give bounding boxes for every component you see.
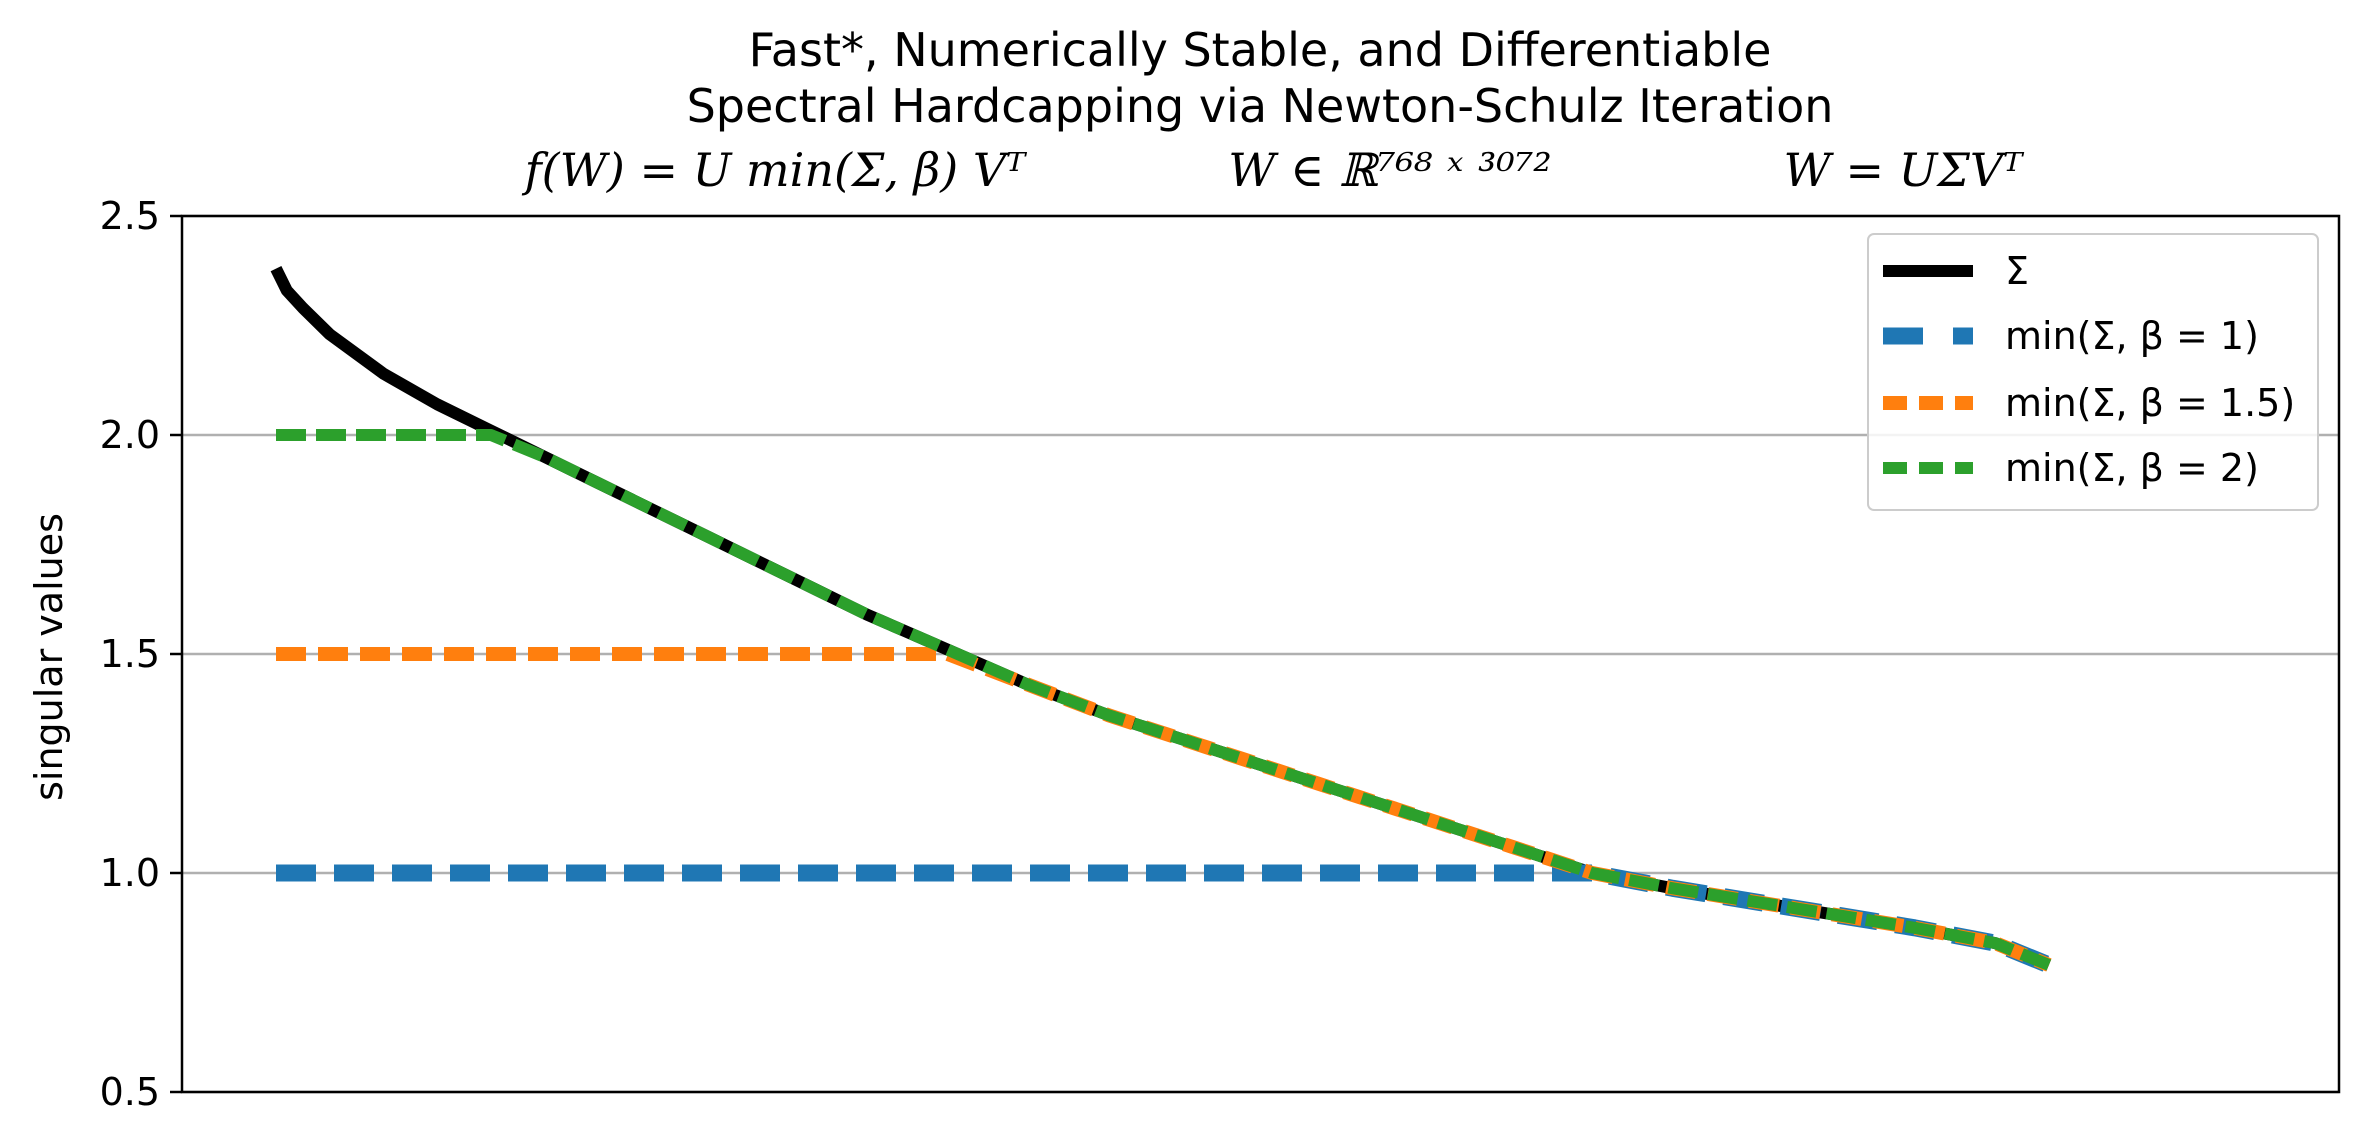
legend-label-0: Σ bbox=[2005, 249, 2029, 293]
legend-label-3: min(Σ, β = 2) bbox=[2005, 446, 2259, 490]
formula-hardcap: f(W) = U min(Σ, β) Vᵀ bbox=[522, 143, 1028, 197]
y-axis-label: singular values bbox=[27, 513, 71, 801]
formula-shape: W ∈ ℝ⁷⁶⁸ ˣ ³⁰⁷² bbox=[1228, 143, 1551, 197]
plot-frame bbox=[180, 214, 2341, 1094]
legend-box bbox=[1867, 233, 2319, 511]
series-line-3 bbox=[276, 429, 2052, 971]
series-line-2 bbox=[276, 647, 2052, 972]
y-tick-label: 1.0 bbox=[100, 851, 160, 895]
y-tick-label: 2.0 bbox=[100, 413, 160, 457]
legend-label-2: min(Σ, β = 1.5) bbox=[2005, 381, 2295, 425]
series-line-1 bbox=[276, 864, 2053, 973]
chart-title: Fast*, Numerically Stable, and Different… bbox=[749, 23, 1772, 77]
series-layer bbox=[270, 265, 2053, 973]
formula-svd: W = UΣVᵀ bbox=[1784, 143, 2026, 197]
y-tick-label: 0.5 bbox=[100, 1070, 160, 1114]
y-tick-label: 2.5 bbox=[100, 194, 160, 238]
y-tick-label: 1.5 bbox=[100, 632, 160, 676]
chart-subtitle: Spectral Hardcapping via Newton-Schulz I… bbox=[687, 79, 1834, 133]
series-line-0 bbox=[270, 265, 2052, 971]
legend-label-1: min(Σ, β = 1) bbox=[2005, 314, 2259, 358]
y-ticks: 0.5 1.0 1.5 2.0 2.5 bbox=[100, 194, 182, 1114]
